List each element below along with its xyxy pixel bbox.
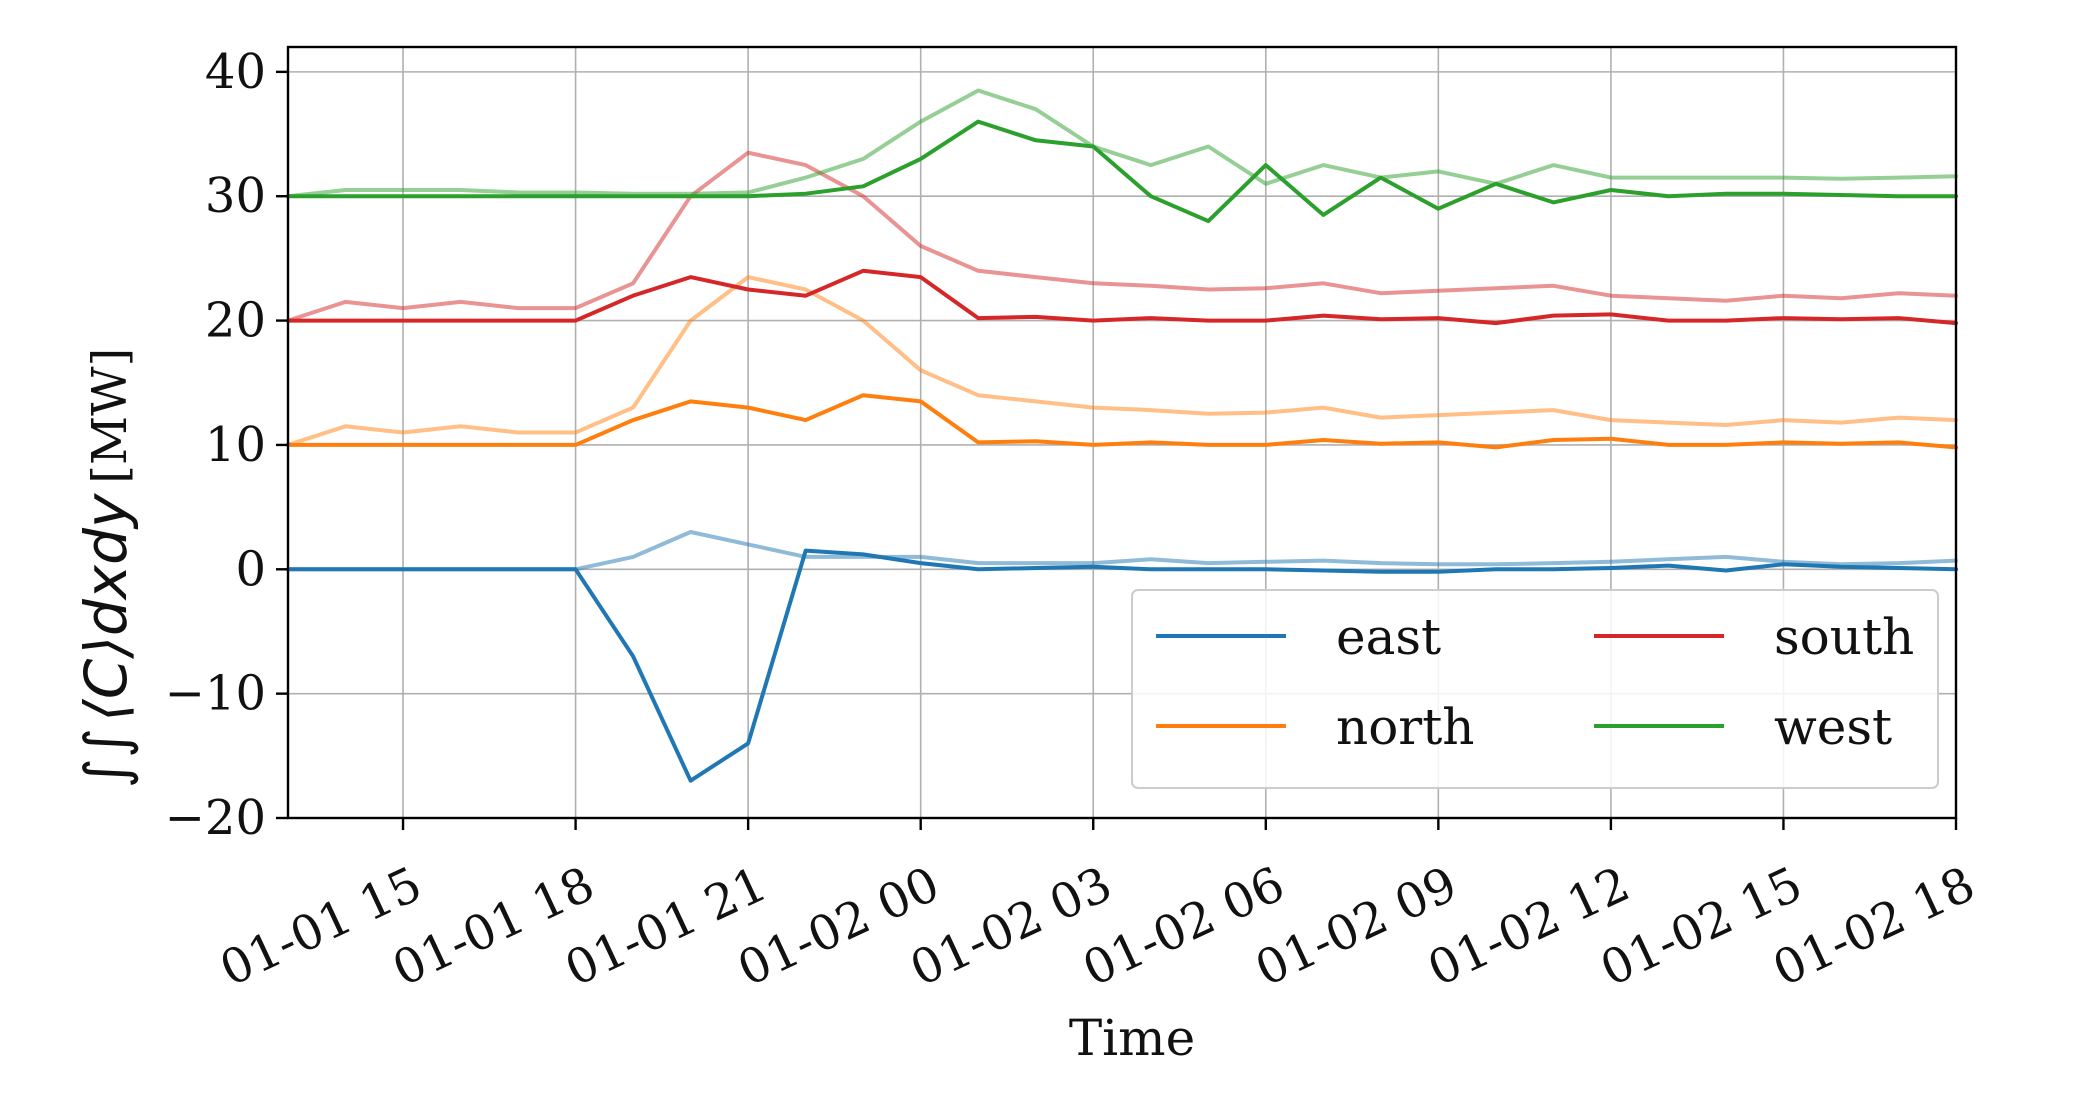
series-line-west [286,119,1958,224]
series-line-south-light [286,150,1958,323]
y-tick-label: 40 [205,44,266,100]
plot-frame [286,45,1958,820]
y-tick-label: 30 [205,168,266,224]
axes [276,45,1958,830]
legend-box [1131,589,1939,789]
series-lines [286,88,1958,783]
y-axis-label-integral: ∫∫ [72,728,140,788]
y-axis-label-expression: ⟨C⟩dxdy [72,493,140,722]
y-axis-label: ∫∫⟨C⟩dxdy [MW] [72,348,140,788]
x-axis-label: Time [1069,1009,1195,1067]
svg-text:∫∫⟨C⟩dxdy[MW]: ∫∫⟨C⟩dxdy [MW] [72,348,140,788]
series-line-west-light [286,88,1958,199]
series-line-south [286,268,1958,326]
y-tick-label: 10 [205,417,266,473]
y-tick-label: −10 [165,666,266,722]
y-axis-label-unit: [MW] [82,348,138,484]
series-line-north [286,393,1958,450]
series-line-east-light [286,530,1958,572]
y-tick-label: 0 [235,541,266,597]
y-tick-label: 20 [205,293,266,349]
legend-label-south: south [1774,608,1914,666]
y-tick-label: −20 [165,790,266,846]
legend-label-east: east [1336,608,1441,666]
legend-label-north: north [1336,698,1475,756]
series-line-north-light [286,275,1958,447]
x-tick-label: 01-02 18 [1765,856,1983,997]
legend: east south north west [1131,589,1939,789]
legend-label-west: west [1774,698,1892,756]
